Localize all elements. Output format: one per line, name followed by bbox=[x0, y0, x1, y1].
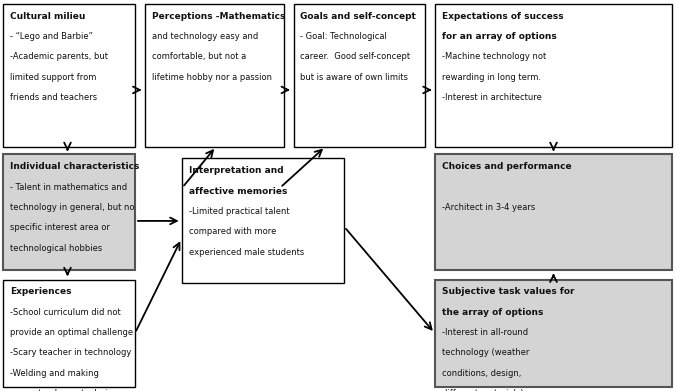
Text: -Academic parents, but: -Academic parents, but bbox=[10, 52, 108, 61]
FancyBboxPatch shape bbox=[3, 280, 135, 387]
Text: different materials): different materials) bbox=[442, 389, 524, 391]
Text: friends and teachers: friends and teachers bbox=[10, 93, 97, 102]
Text: Experiences: Experiences bbox=[10, 287, 72, 296]
FancyBboxPatch shape bbox=[3, 154, 135, 270]
FancyBboxPatch shape bbox=[182, 158, 344, 283]
Text: rewarding in long term.: rewarding in long term. bbox=[442, 73, 541, 82]
Text: -Limited practical talent: -Limited practical talent bbox=[189, 207, 290, 216]
Text: the array of options: the array of options bbox=[442, 308, 543, 317]
Text: -Interest in architecture: -Interest in architecture bbox=[442, 93, 542, 102]
Text: -Interest in all-round: -Interest in all-round bbox=[442, 328, 529, 337]
Text: Goals and self-concept: Goals and self-concept bbox=[300, 12, 416, 21]
Text: conditions, design,: conditions, design, bbox=[442, 369, 522, 378]
FancyBboxPatch shape bbox=[435, 4, 672, 147]
Text: Individual characteristics: Individual characteristics bbox=[10, 162, 140, 171]
Text: - Goal: Technological: - Goal: Technological bbox=[300, 32, 387, 41]
Text: concrete elements during: concrete elements during bbox=[10, 389, 119, 391]
FancyBboxPatch shape bbox=[145, 4, 284, 147]
Text: technology (weather: technology (weather bbox=[442, 348, 529, 357]
Text: -Welding and making: -Welding and making bbox=[10, 369, 99, 378]
Text: -Scary teacher in technology: -Scary teacher in technology bbox=[10, 348, 132, 357]
Text: limited support from: limited support from bbox=[10, 73, 97, 82]
Text: Perceptions -Mathematics: Perceptions -Mathematics bbox=[152, 12, 286, 21]
Text: Cultural milieu: Cultural milieu bbox=[10, 12, 86, 21]
Text: technology in general, but no: technology in general, but no bbox=[10, 203, 134, 212]
Text: -Machine technology not: -Machine technology not bbox=[442, 52, 546, 61]
Text: - Talent in mathematics and: - Talent in mathematics and bbox=[10, 183, 128, 192]
Text: Expectations of success: Expectations of success bbox=[442, 12, 564, 21]
Text: Subjective task values for: Subjective task values for bbox=[442, 287, 574, 296]
Text: -Architect in 3-4 years: -Architect in 3-4 years bbox=[442, 203, 535, 212]
Text: Interpretation and: Interpretation and bbox=[189, 166, 284, 175]
Text: comfortable, but not a: comfortable, but not a bbox=[152, 52, 246, 61]
Text: but is aware of own limits: but is aware of own limits bbox=[300, 73, 408, 82]
Text: for an array of options: for an array of options bbox=[442, 32, 557, 41]
Text: career.  Good self-concept: career. Good self-concept bbox=[300, 52, 410, 61]
Text: technological hobbies: technological hobbies bbox=[10, 244, 103, 253]
Text: affective memories: affective memories bbox=[189, 187, 288, 196]
Text: - “Lego and Barbie”: - “Lego and Barbie” bbox=[10, 32, 93, 41]
Text: experienced male students: experienced male students bbox=[189, 248, 304, 256]
Text: provide an optimal challenge: provide an optimal challenge bbox=[10, 328, 133, 337]
FancyBboxPatch shape bbox=[3, 4, 135, 147]
Text: specific interest area or: specific interest area or bbox=[10, 223, 110, 232]
Text: and technology easy and: and technology easy and bbox=[152, 32, 258, 41]
Text: compared with more: compared with more bbox=[189, 227, 276, 236]
FancyBboxPatch shape bbox=[435, 280, 672, 387]
Text: -School curriculum did not: -School curriculum did not bbox=[10, 308, 121, 317]
Text: Choices and performance: Choices and performance bbox=[442, 162, 572, 171]
FancyBboxPatch shape bbox=[435, 154, 672, 270]
FancyBboxPatch shape bbox=[294, 4, 425, 147]
Text: lifetime hobby nor a passion: lifetime hobby nor a passion bbox=[152, 73, 272, 82]
